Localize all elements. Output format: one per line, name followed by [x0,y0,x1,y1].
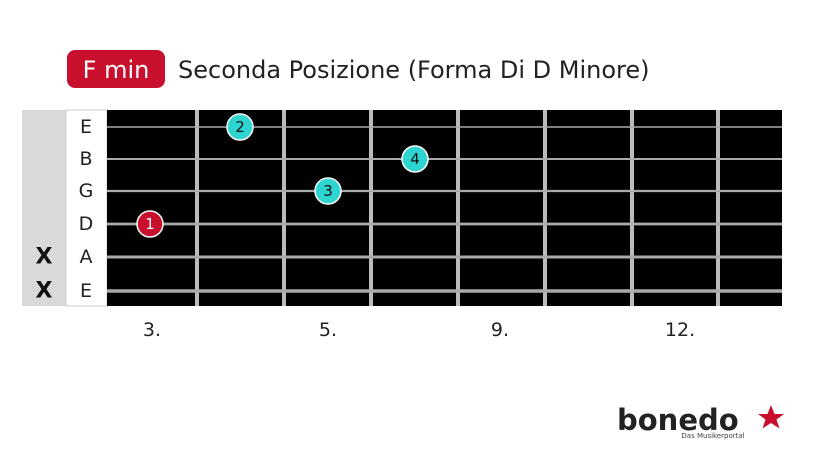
finger-dot [401,145,429,173]
fretboard [107,110,782,306]
finger-number: 4 [410,150,420,168]
strings [107,126,782,293]
string-name: B [79,148,92,170]
fret-label: 5. [319,319,337,341]
fret-label: 3. [143,319,161,341]
string-name-column [65,109,108,307]
fret [282,110,286,306]
fret-label: 9. [491,319,509,341]
chord-badge [67,50,165,88]
logo-star [758,405,784,429]
fret [716,110,720,306]
logo: bonedo [617,403,739,437]
finger-number: 2 [235,118,245,136]
muted-marker: X [36,279,53,304]
fret [369,110,373,306]
finger-dot [226,113,254,141]
chord-name: F min [83,56,150,84]
string-name: A [80,246,93,268]
string-name: E [80,116,92,138]
string-name: G [79,180,94,202]
finger-dot [136,210,164,238]
finger-dot [314,177,342,205]
muted-marker: X [36,245,53,270]
fret [195,110,199,306]
fret-label: 12. [665,319,695,341]
string-name: E [80,280,92,302]
string-name: D [79,213,94,235]
fret [456,110,460,306]
fret [630,110,634,306]
mute-column [22,110,66,306]
fret [543,110,547,306]
chord-title: Seconda Posizione (Forma Di D Minore) [178,56,649,84]
frets [195,110,720,306]
logo-tagline: Das Musikerportal [681,432,744,440]
finger-number: 1 [145,215,155,233]
finger-number: 3 [323,182,333,200]
